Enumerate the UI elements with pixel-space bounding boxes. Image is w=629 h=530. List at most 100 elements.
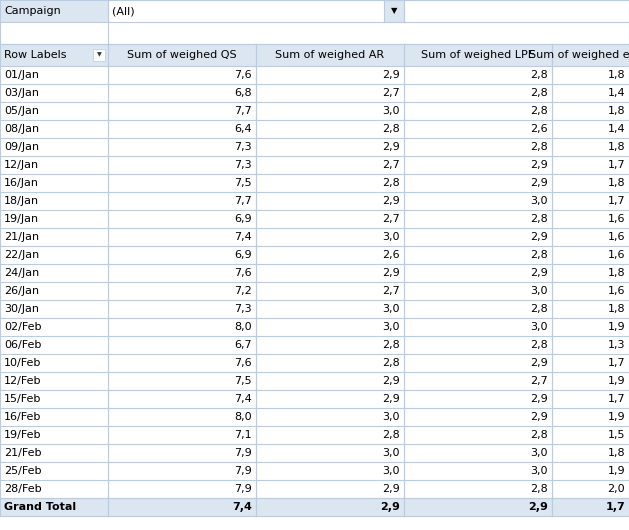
Bar [552,408,629,426]
Text: 7,7: 7,7 [234,106,252,116]
Bar [552,102,629,120]
Bar [0,138,108,156]
Bar [552,156,629,174]
Bar [256,156,404,174]
Text: 16/Feb: 16/Feb [4,412,42,422]
Bar [404,0,629,22]
Bar [404,408,552,426]
Bar [552,120,629,138]
Bar [0,498,108,516]
Text: 2,7: 2,7 [382,286,400,296]
Bar [552,44,629,66]
Text: 2,8: 2,8 [530,88,548,98]
Bar [93,49,105,61]
Bar [108,336,256,354]
Bar [256,228,404,246]
Bar [0,0,108,22]
Bar [108,408,256,426]
Text: (All): (All) [112,6,135,16]
Text: 2,9: 2,9 [382,484,400,494]
Bar [0,282,108,300]
Bar [108,84,256,102]
Text: 7,1: 7,1 [235,430,252,440]
Text: 7,2: 7,2 [234,286,252,296]
Text: 2,9: 2,9 [382,268,400,278]
Bar [108,318,256,336]
Text: 7,5: 7,5 [235,376,252,386]
Bar [256,66,404,84]
Bar [256,282,404,300]
Text: 1,8: 1,8 [608,142,625,152]
Text: 1,8: 1,8 [608,304,625,314]
Text: 6,4: 6,4 [235,124,252,134]
Bar [404,44,552,66]
Text: 12/Jan: 12/Jan [4,160,39,170]
Bar [108,444,256,462]
Text: 26/Jan: 26/Jan [4,286,39,296]
Text: 2,9: 2,9 [530,358,548,368]
Text: 7,4: 7,4 [234,232,252,242]
Text: 2,8: 2,8 [382,358,400,368]
Bar [0,246,108,264]
Bar [108,354,256,372]
Bar [256,480,404,498]
Text: 2,8: 2,8 [530,106,548,116]
Bar [404,138,552,156]
Text: 2,8: 2,8 [382,430,400,440]
Text: 3,0: 3,0 [530,466,548,476]
Bar [404,174,552,192]
Bar [108,390,256,408]
Text: Campaign: Campaign [4,6,61,16]
Bar [404,102,552,120]
Bar [404,480,552,498]
Bar [256,354,404,372]
Bar [256,300,404,318]
Text: 3,0: 3,0 [530,448,548,458]
Text: 6,8: 6,8 [235,88,252,98]
Bar [0,462,108,480]
Text: 1,7: 1,7 [608,394,625,404]
Bar [256,102,404,120]
Bar [0,66,108,84]
Text: 7,6: 7,6 [235,358,252,368]
Text: Sum of weighed LPE: Sum of weighed LPE [421,50,535,60]
Text: 2,0: 2,0 [608,484,625,494]
Bar [256,264,404,282]
Text: 1,9: 1,9 [608,412,625,422]
Bar [552,300,629,318]
Text: 28/Feb: 28/Feb [4,484,42,494]
Text: 1,7: 1,7 [608,358,625,368]
Bar [404,426,552,444]
Bar [256,426,404,444]
Bar [108,138,256,156]
Text: 2,8: 2,8 [530,430,548,440]
Text: 7,7: 7,7 [234,196,252,206]
Bar [404,318,552,336]
Bar [256,444,404,462]
Bar [404,390,552,408]
Text: 2,8: 2,8 [382,124,400,134]
Text: 1,8: 1,8 [608,178,625,188]
Bar [552,84,629,102]
Text: Sum of weighed eCTR: Sum of weighed eCTR [529,50,629,60]
Bar [108,120,256,138]
Text: 2,9: 2,9 [530,268,548,278]
Bar [0,318,108,336]
Text: 2,8: 2,8 [530,142,548,152]
Bar [256,84,404,102]
Text: 8,0: 8,0 [235,322,252,332]
Text: 2,8: 2,8 [382,340,400,350]
Text: 7,6: 7,6 [235,70,252,80]
Bar [404,336,552,354]
Text: 1,8: 1,8 [608,268,625,278]
Text: ▼: ▼ [391,6,398,15]
Text: 6,9: 6,9 [235,214,252,224]
Text: 1,7: 1,7 [605,502,625,512]
Bar [256,390,404,408]
Text: 7,6: 7,6 [235,268,252,278]
Text: 10/Feb: 10/Feb [4,358,42,368]
Bar [0,84,108,102]
Text: 1,4: 1,4 [608,88,625,98]
Text: 1,3: 1,3 [608,340,625,350]
Text: 08/Jan: 08/Jan [4,124,39,134]
